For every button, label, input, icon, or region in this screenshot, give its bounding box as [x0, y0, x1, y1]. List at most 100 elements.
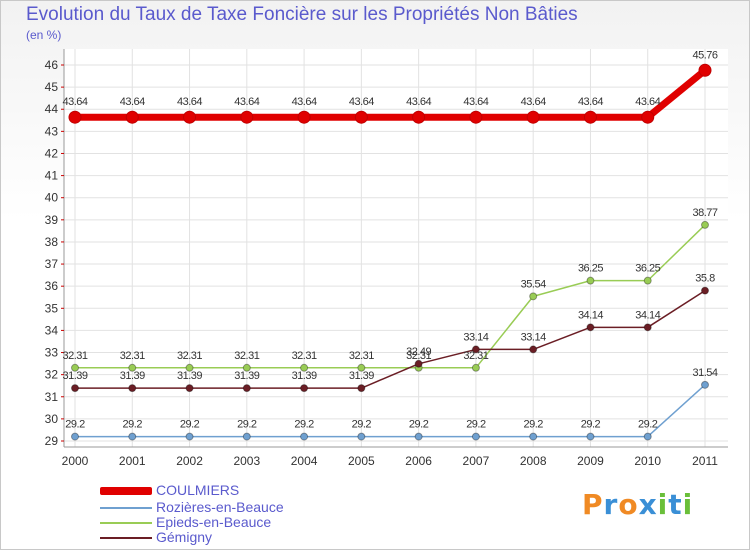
y-tick-label: 45 [45, 80, 59, 94]
legend-swatch-gemigny [100, 537, 152, 539]
x-tick-label: 2004 [291, 454, 318, 468]
y-axis-unit: (en %) [26, 28, 62, 42]
data-point [529, 345, 538, 354]
data-label: 29.2 [294, 419, 314, 431]
x-tick-label: 2005 [348, 454, 375, 468]
y-tick-label: 39 [45, 213, 59, 227]
y-tick-label: 31 [45, 390, 59, 404]
data-point [469, 110, 483, 124]
data-label: 31.39 [62, 370, 87, 382]
data-label: 43.64 [292, 96, 317, 108]
y-tick-label: 44 [45, 102, 59, 116]
data-point [701, 220, 709, 229]
proxiti-logo: Proxiti [582, 488, 693, 521]
data-label: 29.2 [65, 419, 85, 431]
data-point [471, 345, 480, 354]
data-label: 32.31 [120, 350, 145, 362]
data-label: 33.14 [463, 331, 488, 343]
data-label: 29.2 [180, 419, 200, 431]
data-label: 32.31 [292, 350, 317, 362]
logo-letter: r [603, 488, 619, 521]
legend-item-gemigny: Gémigny [100, 529, 360, 546]
data-point [71, 363, 79, 372]
data-label: 32.31 [177, 350, 202, 362]
legend-label-rozieres: Rozières-en-Beauce [156, 499, 284, 515]
data-point [414, 432, 423, 441]
data-label: 43.64 [177, 96, 202, 108]
data-point [300, 384, 309, 393]
data-label: 31.39 [349, 370, 374, 382]
data-point [471, 363, 480, 372]
y-tick-label: 30 [45, 412, 59, 426]
data-label: 32.31 [349, 350, 374, 362]
data-point [128, 363, 137, 372]
data-label: 29.2 [409, 419, 429, 431]
data-label: 43.64 [349, 96, 374, 108]
legend-item-epieds: Epieds-en-Beauce [100, 514, 360, 531]
x-tick-label: 2011 [692, 454, 718, 468]
data-label: 29.2 [237, 419, 257, 431]
series-line-2 [74, 224, 706, 369]
data-point [529, 432, 538, 441]
series-line-0 [71, 66, 709, 121]
legend-label-coulmiers: COULMIERS [156, 482, 240, 498]
data-point [128, 384, 137, 393]
data-label: 32.31 [234, 350, 259, 362]
data-label: 29.2 [123, 419, 143, 431]
logo-letter: o [618, 488, 639, 521]
series-lines [68, 63, 712, 441]
x-tick-label: 2001 [119, 454, 146, 468]
data-point [242, 384, 251, 393]
data-point [185, 363, 194, 372]
data-label: 29.2 [523, 419, 543, 431]
data-label: 45.76 [692, 49, 717, 61]
data-point [412, 110, 426, 124]
data-label: 32.31 [62, 350, 87, 362]
y-tick-label: 40 [45, 191, 59, 205]
data-point [529, 292, 538, 301]
data-point [183, 110, 197, 124]
data-point [414, 359, 423, 368]
data-label: 31.54 [692, 367, 717, 379]
data-point [357, 432, 366, 441]
data-point [300, 432, 309, 441]
y-tick-label: 34 [45, 323, 59, 337]
x-tick-label: 2003 [233, 454, 260, 468]
data-label: 29.2 [466, 419, 486, 431]
data-point [71, 384, 79, 393]
data-label: 32.49 [406, 346, 431, 358]
axes: 29 30 31 32 33 34 35 36 37 38 39 40 41 42 43 44 45 46 2000… [45, 49, 728, 468]
series-line-3 [74, 289, 706, 389]
y-tick-label: 42 [45, 146, 59, 160]
x-tick-label: 2009 [577, 454, 604, 468]
data-point [583, 110, 597, 124]
logo-letter: P [582, 488, 604, 521]
x-tick-label: 2002 [176, 454, 203, 468]
data-point [185, 384, 194, 393]
x-tick-label: 2006 [405, 454, 432, 468]
legend-item-coulmiers: COULMIERS [100, 482, 360, 499]
data-point [641, 110, 655, 124]
data-point [643, 276, 652, 285]
legend-item-rozieres: Rozières-en-Beauce [100, 499, 360, 516]
logo-letter: i [657, 488, 669, 521]
data-point [643, 432, 652, 441]
data-label: 43.64 [463, 96, 488, 108]
y-tick-label: 41 [45, 169, 59, 183]
series-line-1 [74, 384, 706, 438]
legend-label-epieds: Epieds-en-Beauce [156, 514, 272, 530]
y-tick-label: 33 [45, 346, 59, 360]
data-point [701, 380, 709, 389]
data-label: 43.64 [234, 96, 259, 108]
chart-title: Evolution du Taux de Taxe Foncière sur l… [26, 4, 578, 25]
data-point [586, 323, 595, 332]
data-label: 43.64 [521, 96, 546, 108]
grid [64, 49, 728, 447]
y-tick-label: 43 [45, 124, 59, 138]
line-chart: 29 30 31 32 33 34 35 36 37 38 39 40 41 42 43 44 45 46 2000… [45, 49, 728, 468]
data-label: 31.39 [292, 370, 317, 382]
data-point [643, 323, 652, 332]
plot-area [64, 49, 728, 447]
logo-letter: t [668, 488, 683, 521]
data-point [354, 110, 368, 124]
